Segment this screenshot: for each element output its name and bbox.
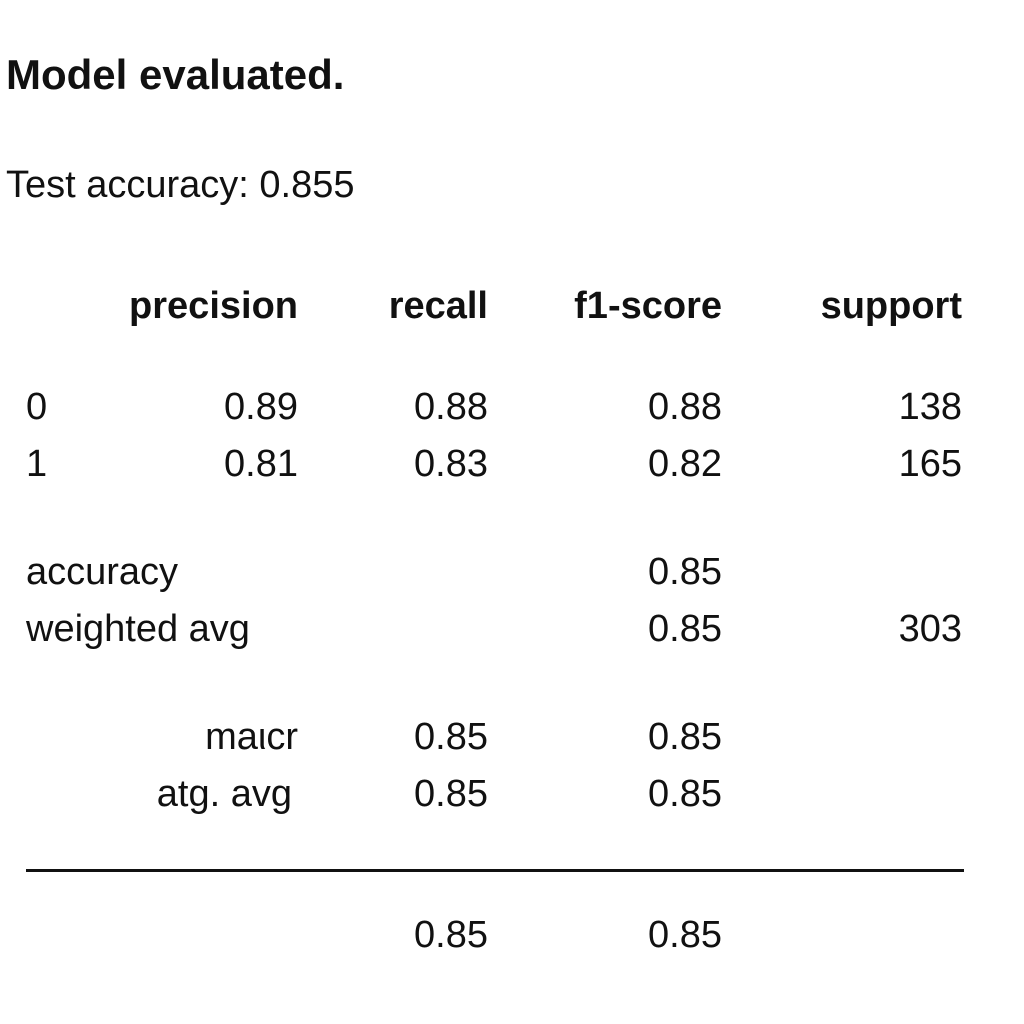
class-0-precision: 0.89 xyxy=(224,386,298,428)
class-0-f1-score: 0.88 xyxy=(648,386,722,428)
avg-recall: 0.85 xyxy=(414,773,488,815)
row-label-class-1: 1 xyxy=(26,443,48,485)
class-1-f1-score: 0.82 xyxy=(648,443,722,485)
page-title: Model evaluated. xyxy=(6,51,345,98)
row-label-weighted-avg: weighted avg xyxy=(26,608,250,650)
class-1-support: 165 xyxy=(898,443,962,485)
row-label-macro: maιcr xyxy=(205,716,298,758)
row-label-avg: atg. avg xyxy=(156,773,292,815)
header-recall: recall xyxy=(388,285,488,327)
divider-line xyxy=(26,869,964,872)
total-f1-score: 0.85 xyxy=(648,914,722,956)
test-accuracy-text: Test accuracy: 0.855 xyxy=(6,164,355,206)
class-1-precision: 0.81 xyxy=(224,443,298,485)
macro-f1-score: 0.85 xyxy=(648,716,722,758)
header-f1-score: f1-score xyxy=(574,285,722,327)
macro-recall: 0.85 xyxy=(414,716,488,758)
class-0-recall: 0.88 xyxy=(414,386,488,428)
weighted-avg-support: 303 xyxy=(898,608,962,650)
header-precision: precision xyxy=(129,285,298,327)
row-label-accuracy: accuracy xyxy=(26,551,179,593)
header-support: support xyxy=(820,285,962,327)
class-0-support: 138 xyxy=(898,386,962,428)
class-1-recall: 0.83 xyxy=(414,443,488,485)
row-label-class-0: 0 xyxy=(26,386,48,428)
avg-f1-score: 0.85 xyxy=(648,773,722,815)
total-recall: 0.85 xyxy=(414,914,488,956)
accuracy-f1-score: 0.85 xyxy=(648,551,722,593)
weighted-avg-f1-score: 0.85 xyxy=(648,608,722,650)
